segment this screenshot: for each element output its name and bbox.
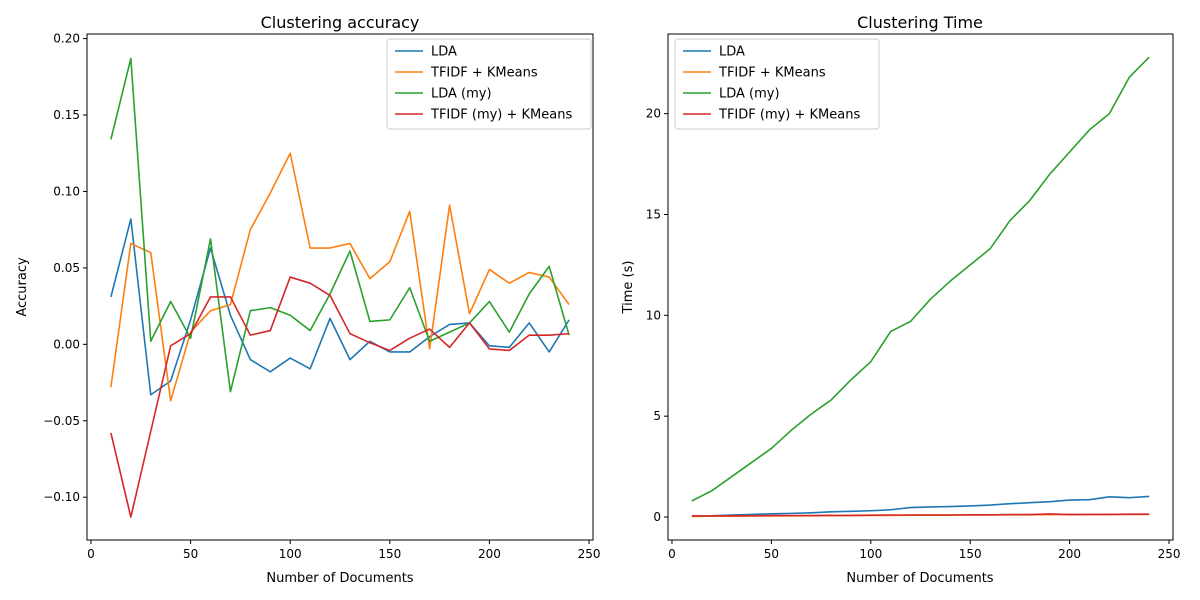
- y-tick-label: 0.10: [53, 184, 80, 198]
- legend-box: [386, 38, 592, 130]
- y-tick-label: 10: [646, 308, 661, 322]
- x-tick-label: 150: [378, 547, 401, 561]
- legend-label-1: TFIDF + KMeans: [718, 66, 826, 81]
- y-axis-label: Time (s): [621, 261, 636, 315]
- y-tick-label: −0.05: [43, 414, 80, 428]
- x-tick-label: 250: [578, 547, 601, 561]
- legend: LDA TFIDF + KMeans LDA (my) TFIDF (my) + KM…: [386, 38, 592, 130]
- y-axis-label: Accuracy: [15, 257, 30, 317]
- y-tick-label: 0: [653, 510, 661, 524]
- plot-frame: [667, 33, 1174, 541]
- series-line-0: [691, 495, 1150, 517]
- x-tick-label: 50: [183, 547, 198, 561]
- x-tick-label: 150: [959, 547, 982, 561]
- y-tick-label: 0.20: [53, 32, 80, 46]
- x-tick-label: 250: [1158, 547, 1181, 561]
- series-line-2: [110, 57, 570, 393]
- x-tick-label: 0: [87, 547, 95, 561]
- x-tick-label: 0: [668, 547, 676, 561]
- legend-label-3: TFIDF (my) + KMeans: [718, 108, 860, 123]
- legend-label-2: LDA (my): [719, 87, 780, 102]
- y-tick-label: 5: [653, 409, 661, 423]
- series-lines: [110, 57, 570, 518]
- series-line-2: [691, 56, 1150, 502]
- x-tick-label: 200: [1058, 547, 1081, 561]
- y-tick-label: −0.10: [43, 490, 80, 504]
- y-tick-label: 0.00: [53, 337, 80, 351]
- y-tick-label: 0.05: [53, 261, 80, 275]
- series-line-3: [691, 513, 1150, 517]
- series-lines: [691, 56, 1150, 518]
- series-line-1: [110, 152, 570, 402]
- y-tick-label: 20: [646, 107, 661, 121]
- time-chart: Clustering Time Number of Documents Time…: [621, 13, 1180, 586]
- plot-frame: [86, 33, 594, 541]
- x-axis-label: Number of Documents: [846, 571, 993, 586]
- legend-label-3: TFIDF (my) + KMeans: [430, 108, 572, 123]
- x-tick-label: 50: [764, 547, 779, 561]
- y-tick-label: 15: [646, 207, 661, 221]
- legend: LDA TFIDF + KMeans LDA (my) TFIDF (my) + KM…: [674, 38, 880, 130]
- series-line-3: [110, 276, 570, 518]
- chart-title: Clustering accuracy: [261, 13, 420, 32]
- legend-label-0: LDA: [719, 45, 745, 60]
- x-tick-label: 100: [859, 547, 882, 561]
- x-axis-label: Number of Documents: [266, 571, 413, 586]
- accuracy-chart: Clustering accuracy Number of Documents …: [15, 13, 600, 586]
- legend-label-0: LDA: [431, 45, 457, 60]
- x-tick-label: 100: [279, 547, 302, 561]
- y-tick-label: 0.15: [53, 108, 80, 122]
- legend-label-1: TFIDF + KMeans: [430, 66, 538, 81]
- x-tick-label: 200: [478, 547, 501, 561]
- legend-label-2: LDA (my): [431, 87, 492, 102]
- chart-title: Clustering Time: [857, 13, 983, 32]
- series-line-0: [110, 218, 570, 396]
- legend-box: [674, 38, 880, 130]
